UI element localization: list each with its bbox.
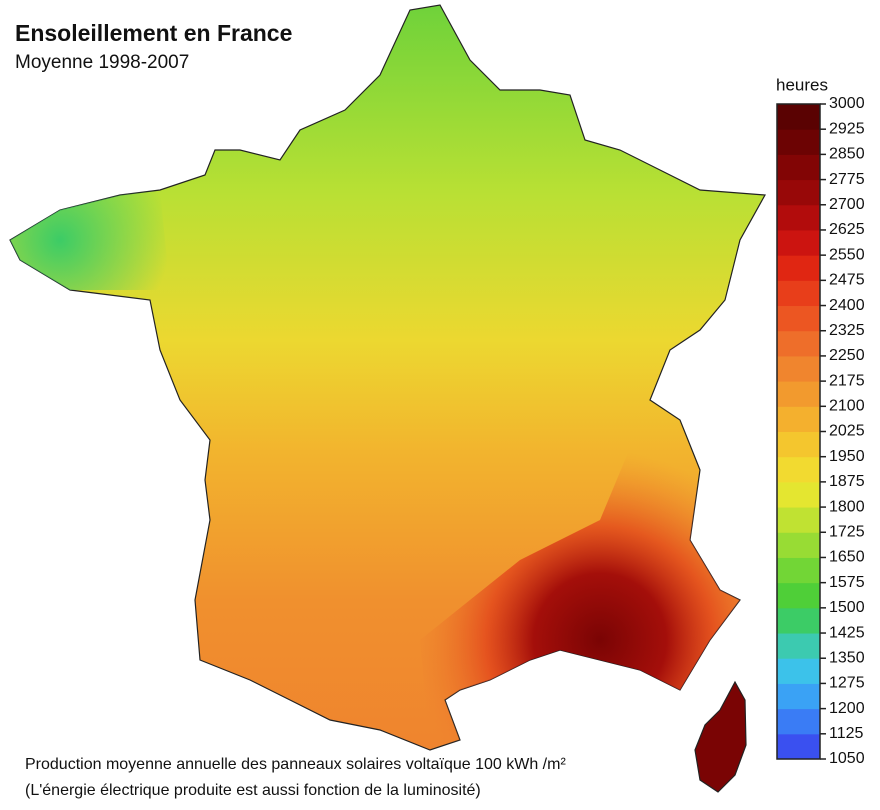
tick-label: 2325 bbox=[829, 322, 865, 339]
colorbar-segment bbox=[777, 557, 820, 584]
colorbar-segment bbox=[777, 532, 820, 558]
legend-label: heures bbox=[776, 75, 828, 94]
tick-label: 2850 bbox=[829, 146, 865, 163]
tick-label: 1350 bbox=[829, 649, 865, 666]
tick-label: 3000 bbox=[829, 95, 865, 112]
colorbar-segment bbox=[777, 381, 820, 407]
tick-label: 1275 bbox=[829, 675, 865, 692]
tick-label: 2700 bbox=[829, 196, 865, 213]
footer-line: Production moyenne annuelle des panneaux… bbox=[25, 756, 566, 773]
brittany-zone bbox=[10, 190, 170, 290]
tick-label: 2625 bbox=[829, 221, 865, 238]
title: Ensoleillement en France bbox=[15, 20, 292, 46]
tick-label: 2925 bbox=[829, 120, 865, 137]
tick-label: 2025 bbox=[829, 423, 865, 440]
colorbar-segment bbox=[777, 507, 820, 533]
colorbar-segment bbox=[777, 229, 820, 256]
tick-label: 1800 bbox=[829, 498, 865, 515]
tick-label: 1575 bbox=[829, 574, 865, 591]
tick-label: 2175 bbox=[829, 372, 865, 389]
colorbar-segment bbox=[777, 305, 820, 332]
france-map bbox=[9, 4, 766, 793]
colorbar-segment bbox=[777, 708, 820, 735]
colorbar-segment bbox=[777, 355, 820, 382]
colorbar-segment bbox=[777, 179, 820, 206]
tick-label: 2775 bbox=[829, 171, 865, 188]
tick-label: 1125 bbox=[829, 725, 864, 742]
tick-label: 1650 bbox=[829, 549, 865, 566]
subtitle: Moyenne 1998-2007 bbox=[15, 52, 189, 73]
tick-label: 2550 bbox=[829, 246, 865, 263]
tick-label: 2475 bbox=[829, 272, 865, 289]
colorbar-segment bbox=[777, 683, 820, 710]
colorbar-segment bbox=[777, 204, 820, 231]
tick-label: 1725 bbox=[829, 523, 865, 540]
colorbar-segment bbox=[777, 633, 820, 659]
colorbar-segment bbox=[777, 129, 820, 155]
corsica bbox=[694, 680, 747, 793]
tick-label: 2100 bbox=[829, 398, 865, 415]
tick-label: 1875 bbox=[829, 473, 865, 490]
tick-label: 1200 bbox=[829, 700, 865, 717]
south-east-zone bbox=[420, 400, 740, 750]
colorbar: 3000 2925 2850 2775 2700 2625 2550 2475 2400 2325… bbox=[776, 95, 865, 767]
colorbar-segment bbox=[777, 406, 820, 432]
tick-label: 1050 bbox=[829, 750, 865, 767]
colorbar-segment bbox=[777, 481, 820, 508]
footer-line: (L'énergie électrique produite est aussi… bbox=[25, 782, 481, 799]
colorbar-segment bbox=[777, 104, 820, 130]
colorbar-segment bbox=[777, 431, 820, 458]
tick-label: 2400 bbox=[829, 297, 865, 314]
colorbar-segment bbox=[777, 456, 820, 483]
colorbar-segment bbox=[777, 733, 820, 760]
colorbar-segment bbox=[777, 255, 820, 281]
tick-label: 2250 bbox=[829, 347, 865, 364]
colorbar-segment bbox=[777, 154, 820, 181]
colorbar-segment bbox=[777, 330, 820, 357]
colorbar-segment bbox=[777, 658, 820, 684]
colorbar-segment bbox=[777, 607, 820, 634]
tick-label: 1500 bbox=[829, 599, 865, 616]
tick-label: 1950 bbox=[829, 448, 865, 465]
colorbar-segment bbox=[777, 582, 820, 609]
tick-label: 1425 bbox=[829, 624, 865, 641]
colorbar-segment bbox=[777, 280, 820, 307]
